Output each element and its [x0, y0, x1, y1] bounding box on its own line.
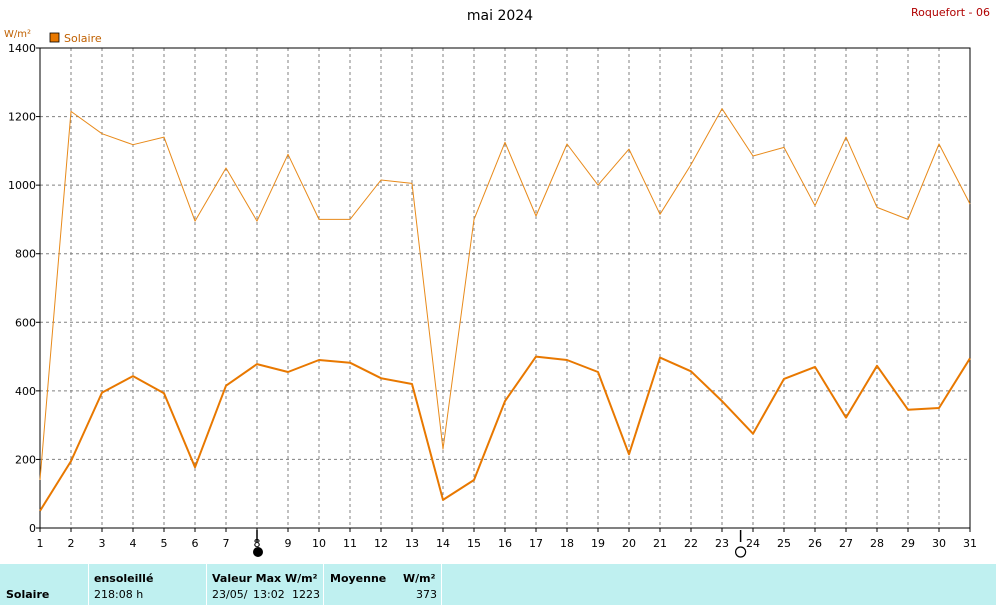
y-tick-label: 800 [15, 248, 36, 261]
moon-phases [253, 530, 747, 558]
x-tick-label: 6 [192, 537, 199, 550]
x-tick-label: 21 [653, 537, 667, 550]
chart-title: mai 2024 [467, 8, 533, 24]
legend-label: Solaire [64, 32, 102, 45]
grid [40, 48, 970, 528]
y-tick-label: 400 [15, 385, 36, 398]
max-date: 23/05/ [212, 588, 248, 601]
x-tick-label: 1 [37, 537, 44, 550]
x-tick-label: 16 [498, 537, 512, 550]
x-tick-label: 18 [560, 537, 574, 550]
x-tick-label: 9 [285, 537, 292, 550]
y-tick-label: 0 [29, 522, 36, 535]
y-tick-label: 600 [15, 316, 36, 329]
x-tick-label: 8 [254, 537, 261, 550]
y-tick-label: 1200 [8, 111, 36, 124]
footer-label: Solaire [6, 588, 50, 601]
max-unit: W/m² [285, 572, 318, 585]
x-tick-label: 25 [777, 537, 791, 550]
x-tick-label: 27 [839, 537, 853, 550]
legend-swatch [49, 32, 60, 43]
new-moon-icon [734, 546, 747, 558]
x-tick-label: 15 [467, 537, 481, 550]
series-line-max [39, 108, 971, 481]
x-tick-label: 2 [68, 537, 75, 550]
x-tick-label: 30 [932, 537, 946, 550]
sunshine-value: 218:08 h [94, 588, 144, 601]
max-time: 13:02 [253, 588, 285, 601]
x-tick-label: 5 [161, 537, 168, 550]
y-tick-label: 1400 [8, 42, 36, 55]
y-axis: 0 200 400 600 800 1000 1200 1400 [8, 42, 40, 535]
x-tick-label: 26 [808, 537, 822, 550]
sunshine-header: ensoleillé [94, 572, 154, 585]
x-tick-label: 17 [529, 537, 543, 550]
x-tick-label: 24 [746, 537, 760, 550]
series-line-moyenne [39, 355, 971, 512]
summary-footer: Solaire ensoleillé 218:08 h Valeur Max W… [0, 564, 996, 605]
max-header: Valeur Max [212, 572, 282, 585]
solar-chart: mai 2024 Roquefort - 06 W/m² Solaire 020… [4, 6, 990, 558]
x-tick-label: 31 [963, 537, 977, 550]
x-tick-label: 29 [901, 537, 915, 550]
y-tick-label: 1000 [8, 179, 36, 192]
x-tick-label: 13 [405, 537, 419, 550]
x-tick-label: 12 [374, 537, 388, 550]
x-tick-label: 19 [591, 537, 605, 550]
max-value: 1223 [292, 588, 320, 601]
x-tick-label: 7 [223, 537, 230, 550]
x-tick-label: 4 [130, 537, 137, 550]
avg-unit: W/m² [403, 572, 436, 585]
avg-header: Moyenne [330, 572, 387, 585]
y-tick-label: 200 [15, 453, 36, 466]
y-axis-unit: W/m² [4, 29, 31, 40]
x-tick-label: 10 [312, 537, 326, 550]
x-tick-label: 20 [622, 537, 636, 550]
x-tick-label: 28 [870, 537, 884, 550]
x-axis: 1 2 3 4 5 6 7 8 9 10 11 12 13 14 15 16 17 18 19 20 21 22 23 24 2… [37, 528, 977, 550]
x-tick-label: 22 [684, 537, 698, 550]
x-tick-label: 11 [343, 537, 357, 550]
avg-value: 373 [416, 588, 437, 601]
x-tick-label: 14 [436, 537, 450, 550]
full-moon-icon [253, 547, 263, 557]
x-tick-label: 3 [99, 537, 106, 550]
station-name: Roquefort - 06 [911, 6, 990, 19]
x-tick-label: 23 [715, 537, 729, 550]
series-group [39, 108, 971, 512]
